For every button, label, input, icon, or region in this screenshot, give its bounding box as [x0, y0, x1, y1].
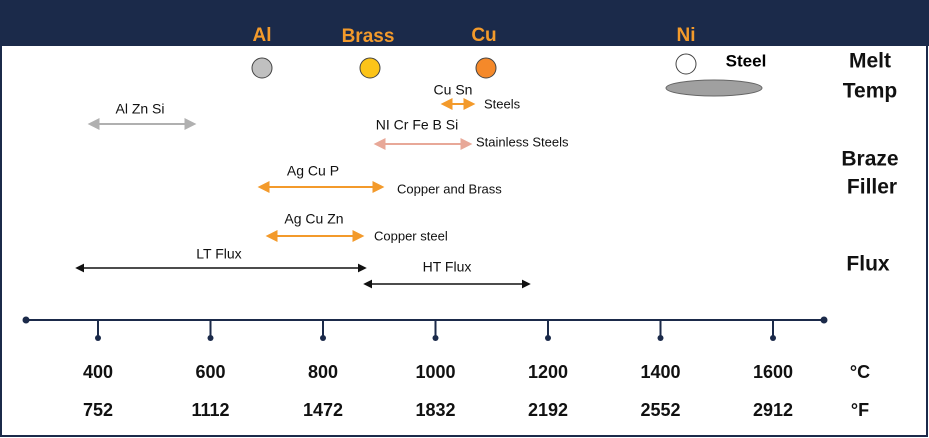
- melt-point: [475, 57, 497, 79]
- tick-dot: [320, 335, 326, 341]
- tick-dot: [657, 335, 664, 341]
- filler-label: Cu Sn: [434, 82, 473, 98]
- side-label: Filler: [847, 176, 897, 199]
- fahrenheit-label: 2552: [640, 400, 680, 420]
- metal-label: Al: [253, 25, 272, 46]
- celsius-label: 400: [83, 362, 113, 382]
- tick-dot: [770, 335, 776, 341]
- axis-end: [820, 316, 828, 324]
- celsius-label: 1000: [415, 362, 455, 382]
- flux-label: HT Flux: [423, 259, 472, 275]
- filler-label: Al Zn Si: [115, 101, 164, 117]
- metal-label: Brass: [342, 26, 395, 47]
- metal-label: Cu: [471, 25, 496, 46]
- fahrenheit-label: 752: [83, 400, 113, 420]
- metal-label: Ni: [677, 25, 696, 46]
- side-label: Flux: [846, 253, 889, 276]
- melt-point: [251, 57, 273, 79]
- tick-dot: [432, 335, 439, 341]
- fahrenheit-label: 1112: [191, 400, 229, 420]
- filler-note: Copper and Brass: [397, 181, 502, 196]
- fahrenheit-label: 2192: [528, 400, 568, 420]
- melt-point: [359, 57, 381, 79]
- steel-label: Steel: [726, 51, 767, 70]
- side-label: Melt: [849, 50, 891, 73]
- fahrenheit-label: 1472: [303, 400, 343, 420]
- steel-range: [665, 79, 763, 97]
- side-label: Braze: [841, 148, 898, 171]
- fahrenheit-label: 1832: [415, 400, 455, 420]
- celsius-label: 800: [308, 362, 338, 382]
- melt-point: [675, 53, 697, 75]
- fahrenheit-label: 2912: [753, 400, 793, 420]
- filler-label: Ag Cu P: [287, 163, 339, 179]
- side-label: Temp: [843, 80, 897, 103]
- unit-label: °C: [850, 362, 870, 382]
- header-bar: [0, 0, 929, 46]
- filler-note: Steels: [484, 96, 521, 111]
- filler-note: Copper steel: [374, 228, 448, 243]
- filler-label: NI Cr Fe B Si: [376, 117, 458, 133]
- tick-dot: [95, 335, 101, 341]
- celsius-label: 1200: [528, 362, 568, 382]
- ticks: 400 752 600 1112 800 1472 1000 1832 1200 2192 1400…: [83, 320, 793, 420]
- celsius-label: 1400: [640, 362, 680, 382]
- celsius-label: 600: [195, 362, 225, 382]
- filler-note: Stainless Steels: [476, 134, 569, 149]
- filler-label: Ag Cu Zn: [284, 211, 343, 227]
- tick-dot: [545, 335, 551, 341]
- celsius-label: 1600: [753, 362, 793, 382]
- flux-label: LT Flux: [196, 246, 241, 262]
- unit-label: °F: [851, 400, 869, 420]
- axis-end: [22, 316, 30, 324]
- tick-dot: [207, 335, 214, 341]
